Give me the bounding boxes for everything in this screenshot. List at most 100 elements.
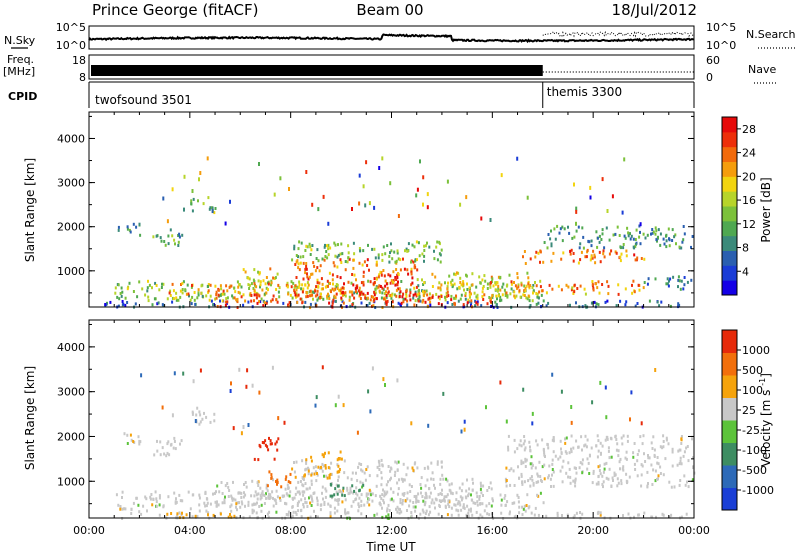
range-cell (657, 228, 660, 232)
range-cell (445, 291, 448, 295)
range-cell (634, 244, 637, 248)
range-cell (272, 478, 274, 482)
range-cell (173, 440, 176, 443)
range-cell (358, 261, 361, 265)
range-cell (199, 413, 202, 417)
range-cell (403, 478, 406, 482)
range-cell (575, 229, 578, 233)
range-cell (613, 474, 616, 477)
range-cell (507, 434, 510, 438)
range-cell (499, 288, 502, 292)
nave-label: Nave (748, 63, 776, 76)
range-cell (271, 298, 274, 302)
range-cell (426, 478, 429, 482)
range-cell (592, 469, 595, 473)
range-cell (169, 294, 172, 297)
range-cell (226, 300, 229, 304)
range-cell (567, 225, 569, 229)
range-cell (516, 156, 519, 161)
range-cell (647, 277, 650, 281)
range-cell (356, 479, 359, 483)
range-cell (215, 290, 218, 294)
range-cell (240, 496, 243, 499)
range-cell (622, 243, 625, 246)
range-cell (337, 394, 340, 399)
range-cell (468, 293, 471, 297)
range-cell (285, 502, 288, 506)
range-cell (661, 512, 664, 516)
range-cell (257, 293, 260, 297)
range-cell (647, 454, 649, 457)
range-cell (581, 512, 584, 516)
nsky-label: N.Sky (4, 34, 36, 47)
range-cell (376, 474, 379, 478)
range-cell (168, 291, 171, 295)
range-cell (589, 185, 592, 190)
range-cell (661, 446, 664, 450)
range-cell (482, 285, 485, 288)
range-cell (552, 251, 555, 255)
range-cell (367, 279, 370, 283)
range-cell (387, 503, 390, 507)
range-cell (174, 447, 177, 451)
range-cell (417, 241, 420, 245)
range-cell (248, 277, 251, 281)
range-cell (460, 429, 463, 434)
range-cell (514, 514, 517, 518)
range-cell (539, 279, 542, 283)
range-cell (341, 252, 344, 256)
range-cell (412, 505, 415, 509)
range-cell (346, 486, 349, 490)
range-cell (339, 450, 342, 454)
range-cell (579, 461, 582, 465)
range-cell (293, 247, 296, 251)
range-cell (231, 294, 234, 298)
range-cell (462, 505, 465, 509)
range-cell (302, 255, 305, 259)
range-cell (260, 503, 263, 507)
range-cell (328, 476, 331, 480)
range-cell (156, 449, 159, 453)
range-cell (401, 492, 404, 496)
range-cell (330, 483, 333, 487)
colorbar-swatch (722, 442, 737, 466)
range-cell (199, 171, 202, 175)
range-cell (342, 489, 344, 493)
range-cell (606, 280, 609, 284)
range-cell (221, 292, 224, 296)
range-cell (551, 468, 554, 471)
range-cell (158, 494, 161, 498)
range-cell (138, 222, 141, 226)
range-cell (267, 515, 270, 519)
range-cell (229, 513, 231, 516)
range-cell (681, 240, 684, 244)
range-cell (530, 455, 533, 459)
range-cell (520, 444, 523, 448)
range-cell (523, 435, 526, 438)
range-cell (197, 288, 200, 292)
range-cell (305, 295, 308, 299)
range-cell (162, 282, 165, 286)
range-cell (256, 497, 259, 501)
range-cell (375, 277, 378, 281)
range-cell (198, 422, 201, 426)
range-cell (640, 257, 643, 260)
range-cell (170, 512, 173, 515)
range-cell (488, 486, 491, 489)
range-cell (158, 288, 161, 292)
range-cell (364, 478, 367, 482)
range-cell (132, 290, 135, 293)
range-cell (500, 503, 503, 507)
range-cell (465, 489, 468, 493)
range-cell (155, 497, 158, 501)
range-cell (523, 294, 526, 297)
range-cell (301, 459, 304, 463)
range-cell (644, 236, 647, 240)
range-cell (117, 503, 120, 507)
range-cell (353, 291, 356, 295)
range-cell (440, 500, 442, 503)
range-cell (419, 512, 422, 516)
range-cell (445, 477, 448, 481)
range-cell (191, 295, 194, 299)
